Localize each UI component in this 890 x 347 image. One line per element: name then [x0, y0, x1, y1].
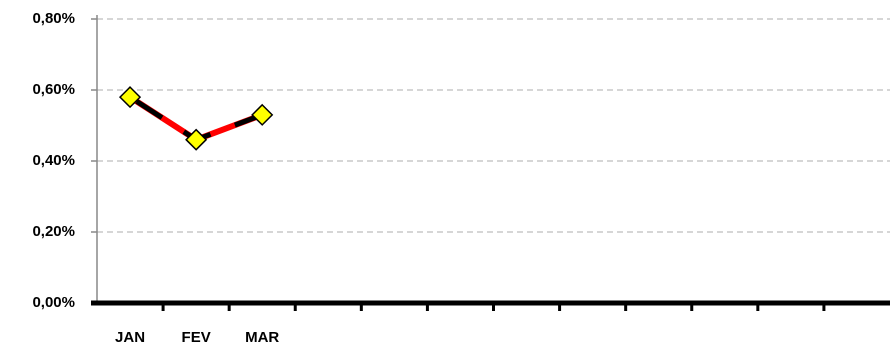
x-tick-label: JAN — [115, 329, 145, 346]
marker — [251, 103, 274, 126]
y-tick-label: 0,80% — [32, 10, 75, 27]
x-tick-label: MAR — [245, 329, 279, 346]
x-tick-label: FEV — [182, 329, 211, 346]
y-tick-label: 0,60% — [32, 81, 75, 98]
marker — [185, 128, 208, 151]
y-tick-label: 0,40% — [32, 152, 75, 169]
y-tick-label: 0,00% — [32, 294, 75, 311]
marker — [118, 86, 142, 109]
y-tick-label: 0,20% — [32, 223, 75, 240]
